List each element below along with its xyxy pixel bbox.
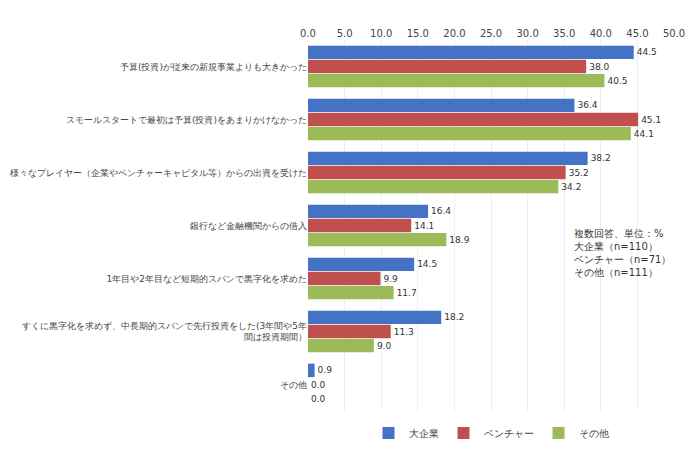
svg-text:35.0: 35.0 — [553, 28, 575, 39]
svg-text:0.0: 0.0 — [311, 380, 326, 390]
svg-text:9.9: 9.9 — [383, 274, 398, 284]
svg-text:11.3: 11.3 — [394, 327, 414, 337]
svg-text:11.7: 11.7 — [397, 288, 417, 298]
svg-text:その他: その他 — [579, 428, 609, 439]
svg-text:15.0: 15.0 — [407, 28, 429, 39]
svg-text:1年目や2年目など短期的スパンで黒字化を求めた: 1年目や2年目など短期的スパンで黒字化を求めた — [107, 274, 307, 284]
svg-text:5.0: 5.0 — [337, 28, 353, 39]
svg-text:すくに黒字化を求めず、中長期的スパンで先行投資をした(3年間: すくに黒字化を求めず、中長期的スパンで先行投資をした(3年間や5年間は投資期間） — [22, 321, 307, 343]
svg-text:10.0: 10.0 — [370, 28, 392, 39]
svg-text:40.5: 40.5 — [607, 76, 627, 86]
svg-text:14.5: 14.5 — [417, 259, 437, 269]
svg-text:大企業: 大企業 — [409, 428, 439, 439]
svg-text:その他: その他 — [280, 380, 307, 390]
svg-text:0.0: 0.0 — [311, 394, 326, 404]
svg-text:9.0: 9.0 — [377, 341, 392, 351]
svg-text:45.1: 45.1 — [641, 115, 661, 125]
svg-text:30.0: 30.0 — [516, 28, 538, 39]
svg-text:18.2: 18.2 — [444, 312, 464, 322]
svg-text:35.2: 35.2 — [569, 168, 589, 178]
svg-text:20.0: 20.0 — [443, 28, 465, 39]
svg-text:0.9: 0.9 — [318, 365, 333, 375]
svg-text:複数回答、単位：%大企業（n=110）ベンチャー（n=71）: 複数回答、単位：%大企業（n=110）ベンチャー（n=71）その他（n=111） — [574, 228, 671, 278]
svg-text:14.1: 14.1 — [414, 221, 434, 231]
svg-text:スモールスタートで最初は予算(投資)をあまりかけなかった: スモールスタートで最初は予算(投資)をあまりかけなかった — [66, 115, 307, 125]
svg-text:44.1: 44.1 — [634, 129, 654, 139]
svg-text:34.2: 34.2 — [561, 182, 581, 192]
svg-text:36.4: 36.4 — [577, 100, 597, 110]
svg-text:銀行など金融機関からの借入: 銀行など金融機関からの借入 — [190, 221, 307, 231]
svg-text:18.9: 18.9 — [449, 235, 469, 245]
svg-text:25.0: 25.0 — [480, 28, 502, 39]
svg-text:16.4: 16.4 — [431, 206, 451, 216]
svg-text:予算(投資)が従来の新規事業よりも大きかった: 予算(投資)が従来の新規事業よりも大きかった — [120, 62, 307, 72]
svg-text:50.0: 50.0 — [663, 28, 685, 39]
svg-text:38.2: 38.2 — [591, 153, 611, 163]
svg-text:0.0: 0.0 — [300, 28, 316, 39]
svg-text:様々なプレイヤー（企業やベンチャーキャピタル等）からの出資を: 様々なプレイヤー（企業やベンチャーキャピタル等）からの出資を受けた — [10, 168, 307, 178]
svg-text:45.0: 45.0 — [626, 28, 648, 39]
svg-text:38.0: 38.0 — [589, 62, 609, 72]
svg-text:40.0: 40.0 — [590, 28, 612, 39]
svg-text:44.5: 44.5 — [637, 47, 657, 57]
svg-text:ベンチャー: ベンチャー — [484, 428, 534, 439]
